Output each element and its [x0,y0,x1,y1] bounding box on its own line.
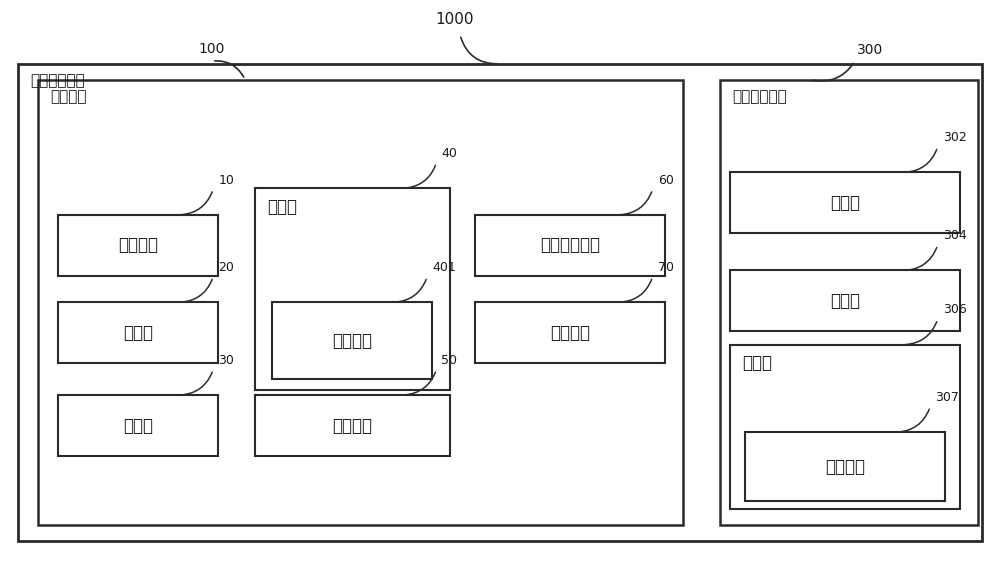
Text: 监护设备: 监护设备 [50,89,87,104]
Text: 显示器: 显示器 [830,292,860,310]
Text: 304: 304 [943,229,966,242]
Bar [475,302,665,363]
Bar [730,172,960,233]
Bar [730,271,960,331]
Text: 呼吸监测系统: 呼吸监测系统 [30,74,85,88]
Text: 存储器: 存储器 [267,198,297,216]
Text: 处理器: 处理器 [123,324,153,342]
Text: 20: 20 [218,261,234,274]
Bar [272,302,432,379]
Text: 测量模块: 测量模块 [118,237,158,254]
Bar [745,432,945,501]
Text: 程序代码: 程序代码 [332,332,372,350]
Text: 10: 10 [218,174,234,186]
Text: 处理器: 处理器 [830,194,860,212]
Text: 302: 302 [943,131,966,144]
Bar [58,302,218,363]
Text: 存储器: 存储器 [742,354,772,372]
Text: 程序代码: 程序代码 [825,458,865,475]
Bar [730,345,960,509]
Text: 306: 306 [943,303,966,316]
Text: 通信模块: 通信模块 [550,324,590,342]
Text: 70: 70 [658,261,674,274]
Text: 提示模块: 提示模块 [333,417,373,434]
Text: 1000: 1000 [436,11,474,27]
Text: 300: 300 [857,43,883,57]
Text: 呼吸支持设备: 呼吸支持设备 [732,89,787,104]
Bar [475,215,665,276]
Bar [255,188,450,390]
Text: 输入输出模块: 输入输出模块 [540,237,600,254]
Text: 401: 401 [432,261,456,274]
Bar [720,80,978,525]
Text: 显示器: 显示器 [123,417,153,434]
Text: 307: 307 [935,391,959,404]
Text: 100: 100 [198,42,224,56]
Bar [58,395,218,456]
Text: 30: 30 [218,354,234,367]
Text: 40: 40 [441,147,457,160]
Bar [38,80,683,525]
Bar [255,395,450,456]
Text: 50: 50 [441,354,457,367]
Text: 60: 60 [658,174,674,186]
Bar [58,215,218,276]
